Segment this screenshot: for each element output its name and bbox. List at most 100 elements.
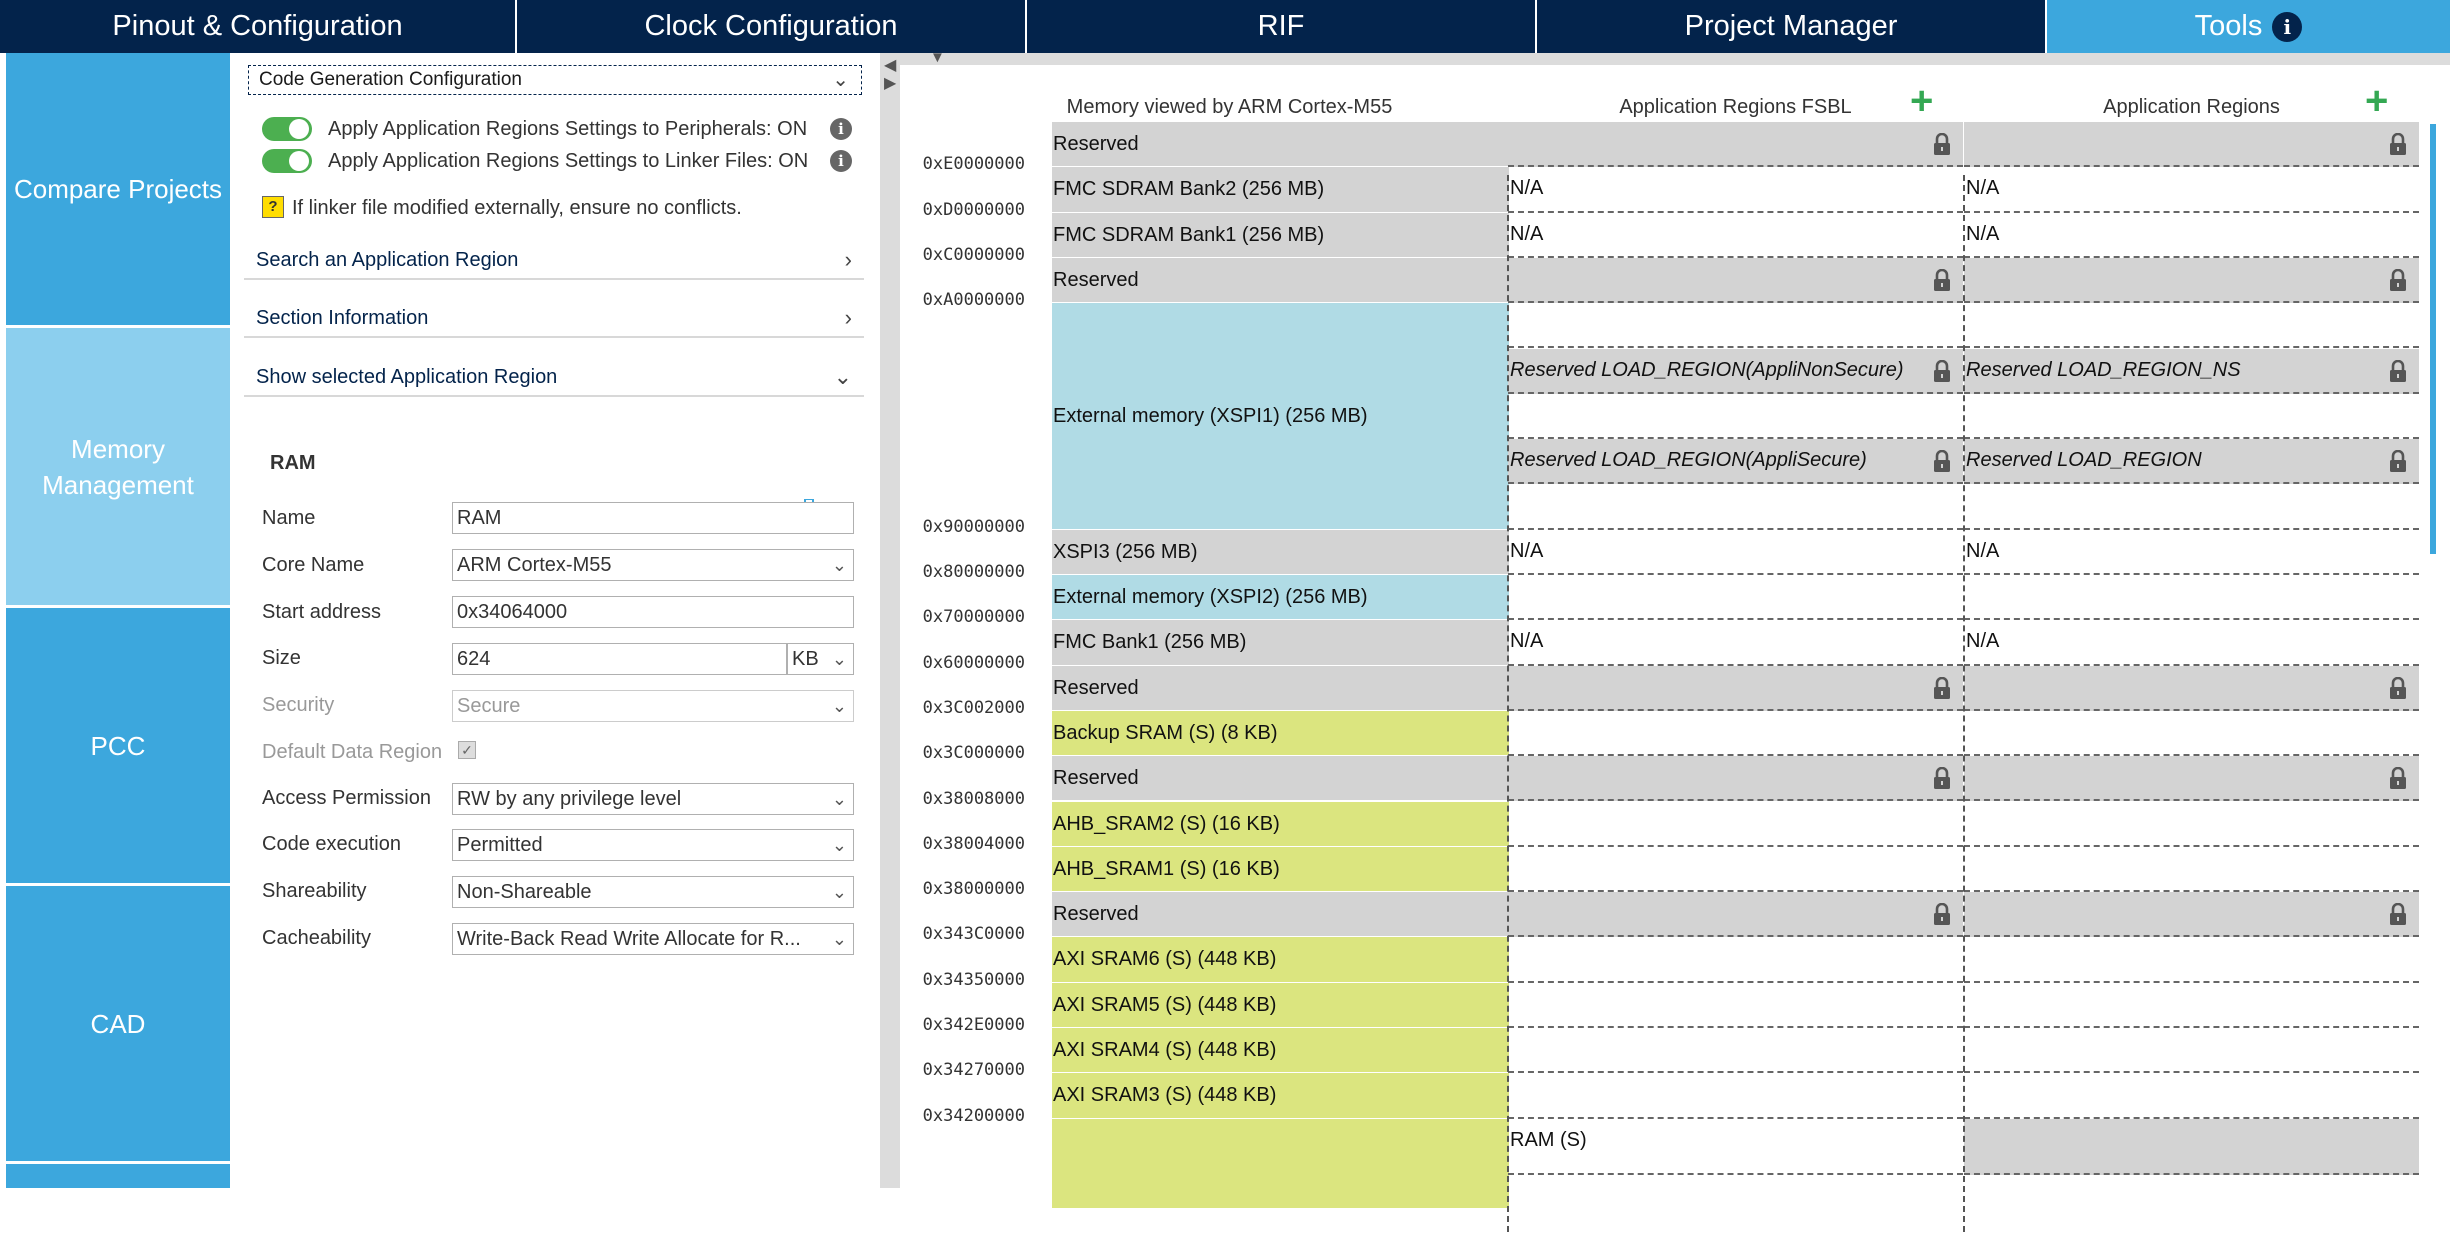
region-cell[interactable]: N/A bbox=[1508, 213, 1963, 258]
region-cell[interactable] bbox=[1508, 484, 1963, 530]
region-cell[interactable]: N/A bbox=[1508, 620, 1963, 666]
tab-project-manager[interactable]: Project Manager bbox=[1537, 0, 2047, 53]
memory-block[interactable]: AXI SRAM5 (S) (448 KB) bbox=[1052, 982, 1509, 1028]
region-cell[interactable]: N/A bbox=[1964, 620, 2419, 666]
region-cell[interactable]: RAM (S) bbox=[1508, 1119, 1963, 1175]
sidebar-item-more[interactable] bbox=[6, 1164, 230, 1188]
collapse-up-icon[interactable]: ▼ bbox=[930, 49, 945, 66]
region-cell[interactable]: N/A bbox=[1964, 530, 2419, 575]
region-cell[interactable]: N/A bbox=[1508, 167, 1963, 213]
region-cell[interactable] bbox=[1964, 802, 2419, 847]
region-cell[interactable] bbox=[1964, 484, 2419, 530]
region-cell[interactable] bbox=[1964, 937, 2419, 983]
region-cell[interactable] bbox=[1964, 711, 2419, 757]
memory-block[interactable]: Reserved bbox=[1052, 257, 1509, 304]
size-field[interactable]: 624 bbox=[452, 643, 787, 675]
linker-files-toggle[interactable] bbox=[262, 149, 312, 173]
region-cell[interactable] bbox=[1508, 394, 1963, 440]
region-cell[interactable] bbox=[1508, 892, 1963, 938]
memory-block[interactable]: AXI SRAM3 (S) (448 KB) bbox=[1052, 1073, 1509, 1119]
region-cell[interactable] bbox=[1508, 665, 1963, 711]
add-fsbl-region-icon[interactable]: + bbox=[1910, 79, 1934, 123]
tab-rif[interactable]: RIF bbox=[1027, 0, 1537, 53]
memory-block[interactable]: AXI SRAM4 (S) (448 KB) bbox=[1052, 1028, 1509, 1074]
memory-block[interactable]: Reserved bbox=[1052, 756, 1509, 802]
tab-tools[interactable]: Tools i bbox=[2047, 0, 2450, 53]
region-cell[interactable] bbox=[1964, 665, 2419, 711]
sidebar-item-pcc[interactable]: PCC bbox=[6, 608, 230, 886]
region-cell[interactable]: Reserved LOAD_REGION(AppliNonSecure) bbox=[1508, 348, 1963, 394]
region-cell[interactable] bbox=[1964, 303, 2419, 349]
region-cell[interactable] bbox=[1964, 122, 2419, 168]
memory-block[interactable]: AXI SRAM6 (S) (448 KB) bbox=[1052, 937, 1509, 983]
region-cell[interactable]: Reserved LOAD_REGION(AppliSecure) bbox=[1508, 439, 1963, 485]
region-cell[interactable] bbox=[1964, 257, 2419, 304]
sidebar-item-memory-management[interactable]: Memory Management bbox=[6, 328, 230, 608]
memory-block[interactable]: AHB_SRAM2 (S) (16 KB) bbox=[1052, 801, 1509, 847]
info-icon[interactable]: i bbox=[830, 118, 852, 140]
tab-pinout-configuration[interactable]: Pinout & Configuration bbox=[0, 0, 517, 53]
memory-block[interactable]: XSPI3 (256 MB) bbox=[1052, 529, 1509, 575]
cacheability-select[interactable]: Write-Back Read Write Allocate for R... ⌄ bbox=[452, 923, 854, 955]
memory-block[interactable]: Backup SRAM (S) (8 KB) bbox=[1052, 710, 1509, 757]
region-cell[interactable] bbox=[1508, 303, 1963, 349]
section-information[interactable]: Section Information › bbox=[244, 298, 864, 338]
search-application-region[interactable]: Search an Application Region › bbox=[244, 240, 864, 280]
region-cell[interactable] bbox=[1964, 575, 2419, 621]
region-cell[interactable] bbox=[1508, 1028, 1963, 1074]
region-cell[interactable] bbox=[1508, 711, 1963, 757]
code-execution-select[interactable]: Permitted ⌄ bbox=[452, 829, 854, 861]
memory-block[interactable]: FMC SDRAM Bank2 (256 MB) bbox=[1052, 167, 1509, 213]
panel-splitter[interactable]: ◀ ▶ bbox=[880, 53, 900, 1188]
region-cell[interactable]: N/A bbox=[1508, 530, 1963, 575]
tab-clock-configuration[interactable]: Clock Configuration bbox=[517, 0, 1027, 53]
sidebar-item-compare-projects[interactable]: Compare Projects bbox=[6, 53, 230, 328]
region-cell[interactable] bbox=[1964, 756, 2419, 802]
region-cell[interactable] bbox=[1964, 1118, 2419, 1175]
memory-block[interactable]: AHB_SRAM1 (S) (16 KB) bbox=[1052, 846, 1509, 893]
memory-block[interactable]: External memory (XSPI2) (256 MB) bbox=[1052, 575, 1509, 621]
collapse-left-icon[interactable]: ◀ bbox=[884, 57, 897, 74]
memory-block[interactable]: Reserved bbox=[1052, 892, 1509, 938]
memory-block[interactable]: External memory (XSPI1) (256 MB) bbox=[1052, 303, 1509, 530]
memory-block[interactable]: FMC Bank1 (256 MB) bbox=[1052, 620, 1509, 666]
region-cell[interactable] bbox=[1508, 575, 1963, 621]
add-app-region-icon[interactable]: + bbox=[2365, 79, 2389, 123]
shareability-select[interactable]: Non-Shareable ⌄ bbox=[452, 876, 854, 908]
region-cell[interactable] bbox=[1964, 983, 2419, 1028]
collapse-right-icon[interactable]: ▶ bbox=[884, 75, 897, 92]
region-cell[interactable] bbox=[1964, 1073, 2419, 1119]
access-permission-select[interactable]: RW by any privilege level ⌄ bbox=[452, 783, 854, 815]
region-cell[interactable] bbox=[1964, 892, 2419, 938]
peripherals-toggle[interactable] bbox=[262, 117, 312, 141]
memory-block[interactable]: FMC SDRAM Bank1 (256 MB) bbox=[1052, 212, 1509, 258]
code-generation-dropdown[interactable]: Code Generation Configuration ⌄ bbox=[248, 65, 862, 95]
region-cell[interactable] bbox=[1508, 257, 1963, 304]
memory-block[interactable]: Reserved bbox=[1052, 122, 1509, 168]
region-cell[interactable]: Reserved LOAD_REGION_NS bbox=[1964, 348, 2419, 394]
region-cell[interactable] bbox=[1508, 756, 1963, 802]
region-cell[interactable]: Reserved LOAD_REGION bbox=[1964, 439, 2419, 485]
vertical-scrollbar[interactable] bbox=[2430, 124, 2436, 554]
region-cell[interactable] bbox=[1508, 1073, 1963, 1119]
region-cell[interactable] bbox=[1964, 847, 2419, 893]
region-cell[interactable] bbox=[1508, 802, 1963, 847]
core-name-select[interactable]: ARM Cortex-M55 ⌄ bbox=[452, 549, 854, 581]
start-address-field[interactable]: 0x34064000 bbox=[452, 596, 854, 628]
name-field[interactable]: RAM bbox=[452, 502, 854, 534]
region-cell[interactable] bbox=[1964, 1028, 2419, 1074]
region-cell[interactable] bbox=[1964, 394, 2419, 440]
default-data-region-checkbox[interactable]: ✓ bbox=[458, 741, 476, 759]
show-selected-application-region[interactable]: Show selected Application Region ⌄ bbox=[244, 357, 864, 397]
memory-block[interactable] bbox=[1052, 1118, 1509, 1210]
region-cell[interactable] bbox=[1508, 847, 1963, 893]
sidebar-item-cad[interactable]: CAD bbox=[6, 886, 230, 1164]
info-icon[interactable]: i bbox=[2272, 11, 2303, 42]
region-cell[interactable]: N/A bbox=[1964, 213, 2419, 258]
region-cell[interactable] bbox=[1508, 937, 1963, 983]
region-cell[interactable]: N/A bbox=[1964, 167, 2419, 213]
region-cell[interactable] bbox=[1508, 122, 1963, 168]
region-cell[interactable] bbox=[1508, 983, 1963, 1028]
size-unit-select[interactable]: KB ⌄ bbox=[787, 643, 854, 675]
info-icon[interactable]: i bbox=[830, 150, 852, 172]
